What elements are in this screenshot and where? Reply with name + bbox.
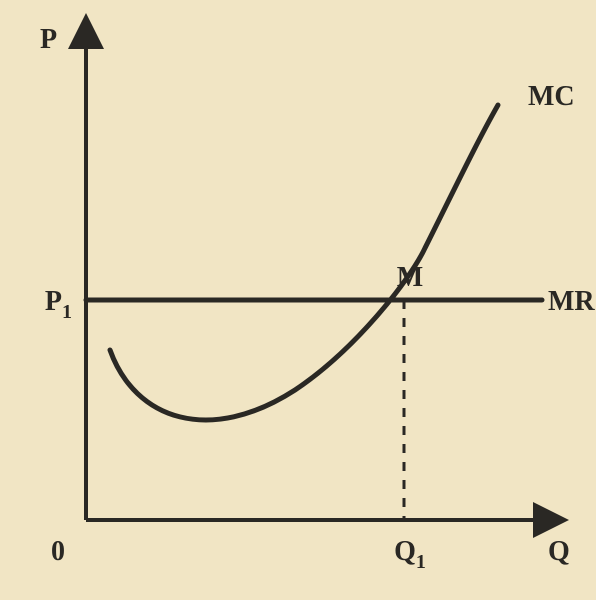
mc-label: MC bbox=[528, 81, 575, 112]
m-point-label: M bbox=[397, 262, 423, 293]
y-axis-label: P bbox=[40, 24, 57, 55]
x-axis-label: Q bbox=[548, 536, 570, 567]
chart-frame: P Q 0 P1 MC MR M Q1 bbox=[0, 0, 596, 600]
mc-mr-chart: P Q 0 P1 MC MR M Q1 bbox=[0, 0, 596, 600]
mr-label: MR bbox=[548, 286, 595, 317]
origin-label: 0 bbox=[51, 536, 65, 567]
